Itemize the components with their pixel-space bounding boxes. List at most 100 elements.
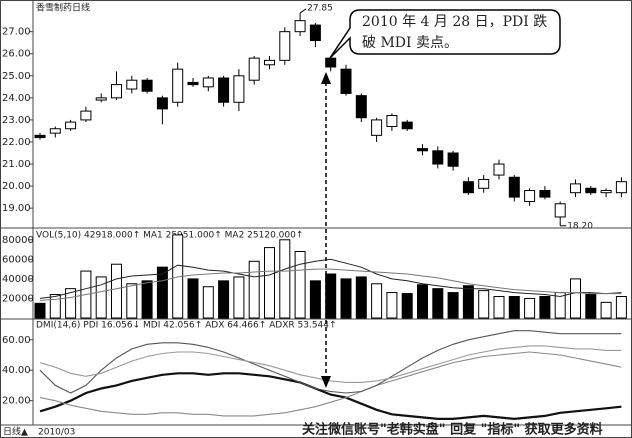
candle-body [309, 24, 321, 41]
candle-body [355, 95, 367, 119]
candle-body [524, 190, 536, 203]
volume-bar [95, 276, 107, 319]
volume-bar [600, 301, 612, 319]
x-tick-label: 2010/03 [38, 428, 75, 438]
volume-bar [233, 276, 245, 319]
y-tick-label: 80000 [2, 235, 34, 246]
candle-body [264, 59, 275, 66]
candle-body [126, 79, 138, 90]
y-tick-label: 25.00 [2, 71, 31, 82]
volume-bar [248, 260, 260, 319]
candle-body [95, 97, 107, 101]
candle-body [111, 84, 122, 99]
y-tick-label: 20000 [2, 293, 34, 304]
candle-body [156, 97, 168, 110]
candle-body [371, 119, 383, 136]
volume-bar [34, 302, 46, 319]
volume-bar [539, 295, 551, 319]
candle-body [248, 57, 260, 81]
volume-bar [462, 285, 474, 319]
y-tick-label: 60000 [2, 254, 34, 265]
candle-body [585, 187, 597, 194]
volume-bar [49, 294, 61, 319]
line-series [39, 372, 622, 421]
volume-bar [309, 280, 321, 319]
volume-bar [493, 295, 505, 319]
volume-bar [401, 293, 413, 319]
volume-bar [218, 280, 230, 319]
volume-bar [340, 278, 352, 319]
line-series [39, 258, 622, 299]
candle-body [279, 31, 291, 61]
candle-body [141, 79, 153, 92]
label-leader [299, 8, 307, 14]
annotation: 破 MDI 卖点。 [362, 35, 458, 51]
candle-body [386, 115, 398, 128]
volume-bar [585, 294, 597, 319]
candle-body [65, 121, 77, 130]
volume-bar [432, 288, 444, 319]
volume-bar [264, 247, 275, 319]
line-series [39, 268, 622, 301]
candle-body [187, 81, 199, 86]
y-tick-label: 20.00 [2, 396, 31, 407]
candle-body [478, 178, 490, 189]
volume-bar [508, 295, 520, 319]
candle-body [432, 150, 444, 165]
candle-body [49, 128, 61, 134]
y-tick-label: 22.00 [2, 137, 31, 148]
y-tick-label: 40.00 [2, 365, 31, 376]
panel-title: DMI(14,6) PDI 16.056↓ MDI 42.056↑ ADX 64… [36, 321, 337, 331]
volume-bar [355, 276, 367, 319]
candle-body [340, 68, 352, 94]
candle-body [202, 77, 214, 88]
volume-bar [202, 286, 214, 319]
y-tick-label: 20.00 [2, 181, 31, 192]
high-label: 27.85 [307, 3, 333, 13]
annotation: 2010 年 4 月 28 日，PDI 跌 [362, 14, 547, 30]
volume-bar [371, 283, 383, 319]
volume-bar [126, 283, 138, 319]
chart-title: 香雪制药日线 [36, 2, 90, 14]
y-tick-label: 23.00 [2, 115, 31, 126]
volume-bar [294, 251, 306, 319]
callout [329, 9, 561, 59]
candle-body [80, 110, 92, 121]
line-series [39, 351, 622, 417]
volume-bar [141, 280, 153, 319]
arrowhead [321, 376, 331, 388]
watermark: 关注微信账号"老韩实盘" 回复 "指标" 获取更多资料 [302, 422, 603, 438]
candle-body [570, 183, 581, 194]
volume-bar [615, 295, 627, 319]
y-tick-label: 26.00 [2, 49, 31, 60]
volume-bar [524, 297, 536, 319]
volume-bar [447, 292, 459, 319]
candle-body [325, 57, 337, 68]
candle-body [218, 77, 230, 103]
line-series [39, 345, 622, 383]
candle-body [34, 134, 46, 139]
volume-bar [325, 273, 337, 319]
panel-title: VOL(5,10) 42918.000↑ MA1 25951.000↑ MA2 … [36, 231, 303, 241]
volume-bar [386, 292, 398, 319]
y-tick-label: 40000 [2, 274, 34, 285]
candle-body [401, 121, 413, 130]
volume-bar [417, 284, 428, 319]
candle-body [462, 181, 474, 194]
period-label: 日线▲ [3, 426, 28, 438]
candle-body [493, 163, 505, 176]
volume-bar [156, 266, 168, 319]
candle-body [615, 181, 627, 194]
volume-bar [279, 239, 291, 319]
candle-body [294, 20, 306, 33]
volume-bar [570, 278, 581, 319]
volume-bar [111, 263, 122, 319]
y-tick-label: 21.00 [2, 159, 31, 170]
candle-body [172, 68, 184, 103]
candle-body [447, 152, 459, 167]
candle-body [233, 75, 245, 103]
candle-body [600, 190, 612, 194]
arrowhead [321, 72, 331, 84]
low-label: 18.20 [567, 221, 593, 231]
